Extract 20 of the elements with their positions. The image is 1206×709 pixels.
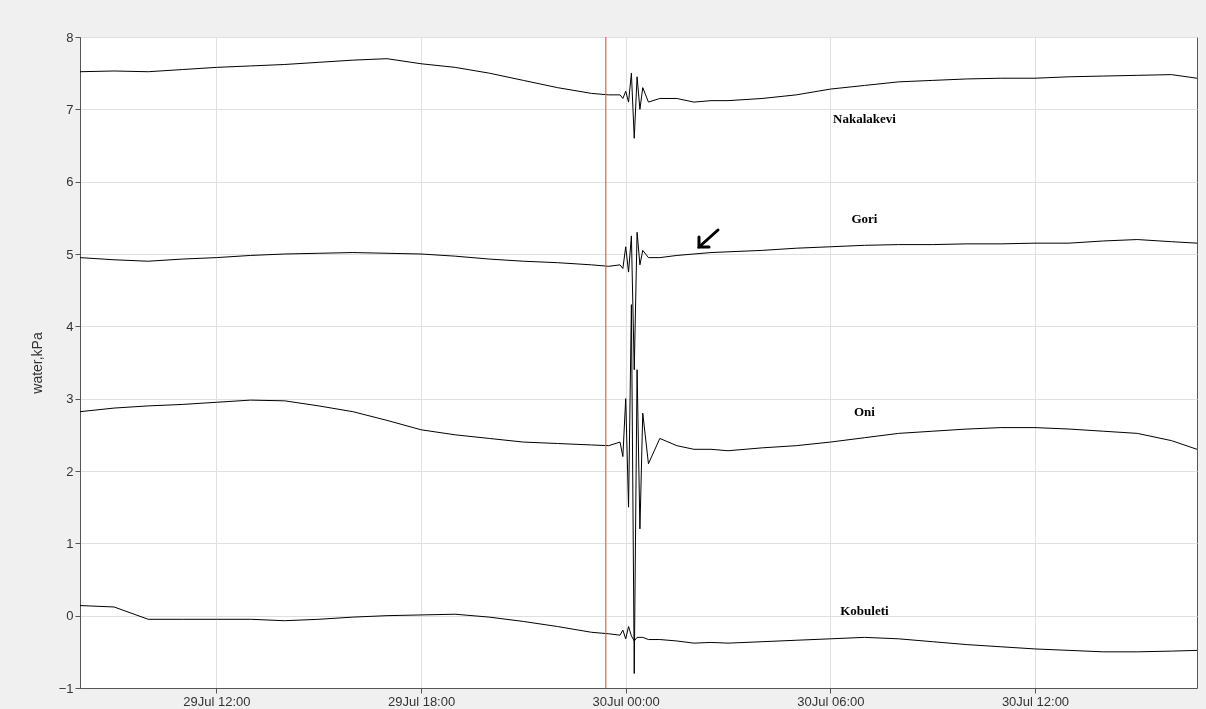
series-label: Kobuleti (840, 603, 890, 619)
y-tick-label: 5 (66, 246, 74, 262)
y-tick-label: 3 (66, 391, 74, 407)
x-tick-label: 30Jul 00:00 (592, 693, 660, 709)
x-tick-label: 29Jul 18:00 (387, 693, 456, 709)
y-tick-label: 7 (66, 101, 74, 117)
y-tick-label: 6 (66, 174, 74, 190)
y-tick-label: 4 (66, 318, 74, 334)
y-tick-label: 1 (66, 535, 74, 551)
series-label: Gori (851, 211, 878, 227)
series-label: Oni (853, 403, 876, 419)
x-tick-label: 30Jul 12:00 (1001, 693, 1070, 709)
x-tick-label: 29Jul 12:00 (183, 693, 251, 709)
series-label: Nakalakevi (833, 111, 897, 127)
y-axis-title: water,kPa (28, 332, 45, 395)
y-tick-label: 2 (66, 463, 74, 479)
y-tick-label: −1 (58, 680, 74, 696)
x-tick-label: 30Jul 06:00 (797, 693, 865, 709)
y-tick-label: 8 (66, 29, 74, 45)
y-tick-label: 0 (66, 608, 74, 624)
